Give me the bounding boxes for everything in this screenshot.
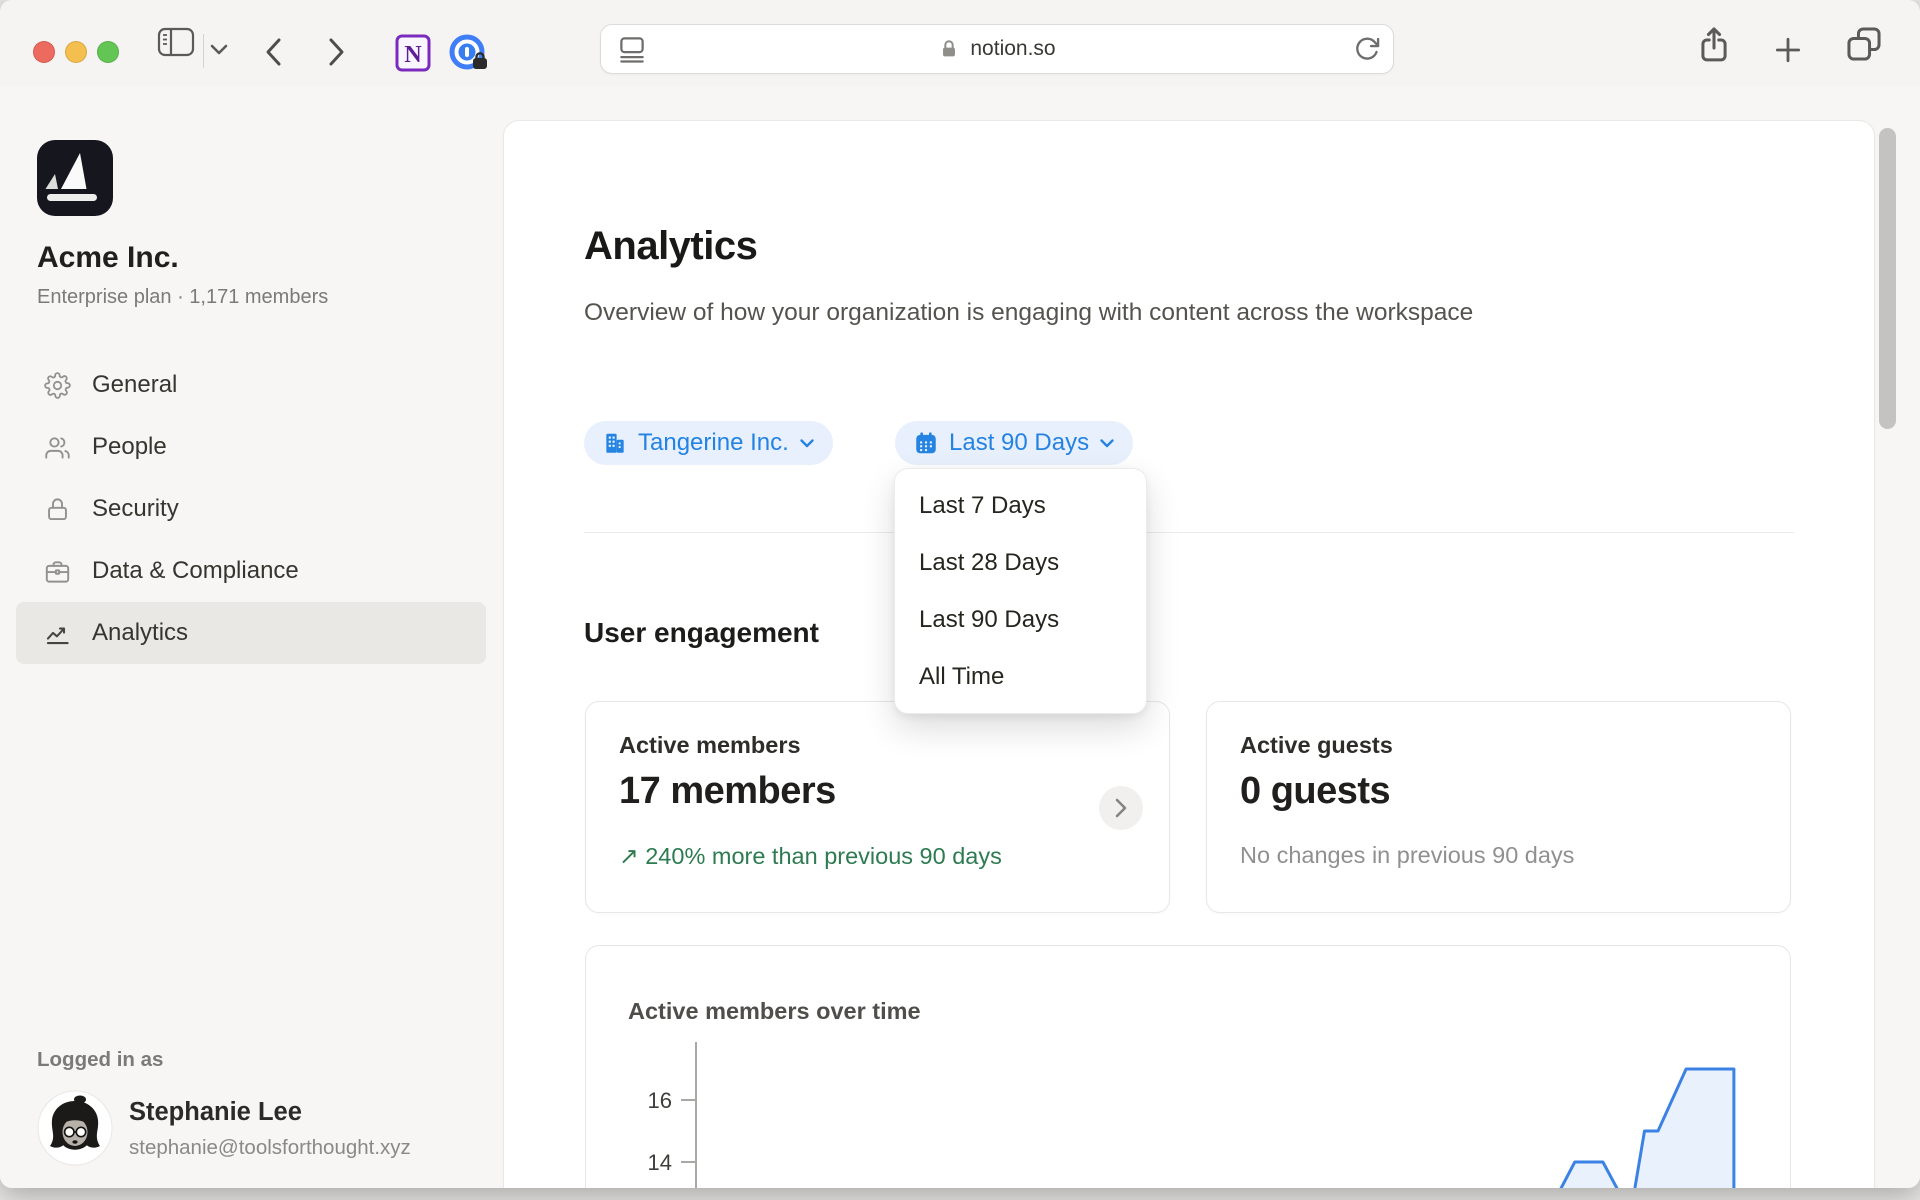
dropdown-option-last-7-days[interactable]: Last 7 Days bbox=[919, 491, 1046, 519]
back-icon[interactable] bbox=[260, 35, 290, 69]
share-icon[interactable] bbox=[1695, 25, 1733, 63]
calendar-icon bbox=[913, 430, 939, 456]
date-range-dropdown: Last 7 Days Last 28 Days Last 90 Days Al… bbox=[894, 468, 1147, 714]
active-guests-card: Active guests 0 guests No changes in pre… bbox=[1206, 701, 1791, 913]
sidebar-item-general[interactable]: General bbox=[16, 354, 486, 416]
avatar bbox=[37, 1090, 113, 1166]
tab-overview-icon[interactable] bbox=[1845, 25, 1883, 63]
chevron-down-icon bbox=[799, 438, 815, 449]
sidebar-item-analytics[interactable]: Analytics bbox=[16, 602, 486, 664]
sidebar-item-label: People bbox=[92, 433, 167, 460]
card-label: Active members bbox=[619, 732, 801, 758]
svg-text:16: 16 bbox=[648, 1088, 672, 1113]
sidebar-item-label: General bbox=[92, 371, 178, 398]
members-over-time-card: Active members over time 16 14 bbox=[585, 945, 1791, 1188]
onepassword-extension-icon[interactable] bbox=[448, 33, 490, 75]
lock-icon bbox=[44, 496, 71, 523]
trend-up-icon: ↗ bbox=[619, 843, 639, 869]
gear-icon bbox=[44, 371, 71, 399]
forward-icon[interactable] bbox=[320, 35, 350, 69]
date-filter-label: Last 90 Days bbox=[949, 429, 1090, 456]
chevron-right-button[interactable] bbox=[1099, 786, 1143, 830]
close-button[interactable] bbox=[33, 41, 55, 63]
active-members-card[interactable]: Active members 17 members ↗ 240% more th… bbox=[585, 701, 1170, 913]
toolbar-separator bbox=[203, 34, 204, 68]
dropdown-option-last-90-days[interactable]: Last 90 Days bbox=[919, 605, 1060, 633]
sidebar-item-security[interactable]: Security bbox=[16, 478, 486, 540]
logged-in-as-label: Logged in as bbox=[37, 1048, 164, 1071]
chart-title: Active members over time bbox=[628, 998, 921, 1024]
dropdown-option-last-28-days[interactable]: Last 28 Days bbox=[919, 548, 1060, 576]
card-delta-text: 240% more than previous 90 days bbox=[645, 843, 1002, 869]
people-icon bbox=[44, 434, 71, 461]
building-icon bbox=[602, 430, 628, 456]
org-filter-label: Tangerine Inc. bbox=[638, 429, 789, 456]
briefcase-icon bbox=[44, 558, 71, 585]
settings-sidebar: Acme Inc. Enterprise plan · 1,171 member… bbox=[0, 86, 503, 1188]
scrollbar-thumb[interactable] bbox=[1879, 128, 1896, 429]
section-title: User engagement bbox=[584, 617, 819, 648]
sidebar-item-label: Analytics bbox=[92, 619, 189, 646]
card-delta: ↗ 240% more than previous 90 days bbox=[619, 842, 1002, 870]
card-delta: No changes in previous 90 days bbox=[1240, 842, 1575, 868]
workspace-logo bbox=[37, 140, 113, 216]
toolbar-chevron-down-icon[interactable] bbox=[208, 43, 230, 57]
date-filter-pill[interactable]: Last 90 Days bbox=[895, 421, 1134, 465]
zoom-button[interactable] bbox=[97, 41, 119, 63]
card-value: 0 guests bbox=[1240, 770, 1391, 812]
page-description: Overview of how your organization is eng… bbox=[584, 299, 1474, 326]
minimize-button[interactable] bbox=[65, 41, 87, 63]
org-filter-pill[interactable]: Tangerine Inc. bbox=[584, 421, 833, 465]
page-title: Analytics bbox=[584, 224, 758, 268]
svg-text:14: 14 bbox=[648, 1150, 672, 1175]
reload-icon[interactable] bbox=[1353, 35, 1381, 63]
sailboat-icon bbox=[61, 153, 87, 189]
user-name: Stephanie Lee bbox=[129, 1098, 302, 1126]
workspace-plan: Enterprise plan · 1,171 members bbox=[37, 286, 329, 308]
browser-toolbar: N notion.s bbox=[0, 0, 1920, 87]
sidebar-toggle-icon[interactable] bbox=[157, 27, 195, 57]
sidebar-item-people[interactable]: People bbox=[16, 416, 486, 478]
page-format-icon[interactable] bbox=[617, 34, 647, 64]
svg-text:N: N bbox=[404, 42, 422, 68]
workspace-name: Acme Inc. bbox=[37, 241, 179, 274]
sidebar-item-label: Security bbox=[92, 495, 179, 522]
user-email: stephanie@toolsforthought.xyz bbox=[129, 1136, 411, 1159]
settings-nav: General People Security bbox=[16, 354, 486, 664]
sidebar-item-label: Data & Compliance bbox=[92, 557, 299, 584]
sidebar-item-data-compliance[interactable]: Data & Compliance bbox=[16, 540, 486, 602]
card-value: 17 members bbox=[619, 770, 836, 812]
notion-settings-page: Acme Inc. Enterprise plan · 1,171 member… bbox=[0, 86, 1920, 1188]
trend-chart-icon bbox=[44, 620, 71, 647]
notion-extension-icon[interactable]: N bbox=[394, 33, 432, 73]
analytics-panel: Analytics Overview of how your organizat… bbox=[503, 120, 1875, 1188]
card-label: Active guests bbox=[1240, 732, 1393, 758]
lock-icon bbox=[938, 38, 960, 60]
dropdown-option-all-time[interactable]: All Time bbox=[919, 662, 1005, 690]
chevron-down-icon bbox=[1099, 438, 1115, 449]
section-divider bbox=[584, 532, 1794, 533]
address-bar[interactable]: notion.so bbox=[600, 24, 1394, 74]
url-text: notion.so bbox=[970, 37, 1056, 60]
new-tab-icon[interactable] bbox=[1772, 34, 1804, 66]
